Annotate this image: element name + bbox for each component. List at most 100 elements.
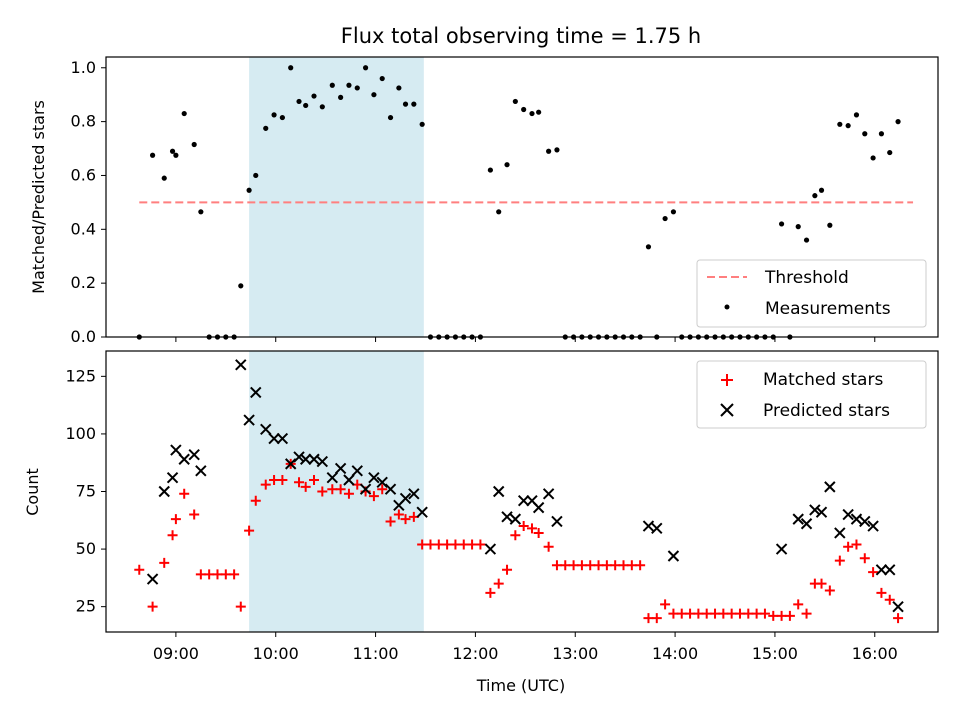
measurement-point [311, 93, 317, 99]
predicted-star-point [399, 492, 412, 505]
measurement-point [862, 131, 868, 137]
predicted-star-point [276, 432, 289, 445]
measurement-point [536, 109, 542, 115]
measurement-point [303, 102, 309, 109]
matched-star-point [851, 539, 862, 550]
chart-title: Flux total observing time = 1.75 h [341, 24, 701, 48]
predicted-star-point [170, 444, 182, 456]
predicted-star-point [195, 465, 207, 477]
matched-star-point [300, 481, 311, 492]
x-tick-label: 09:00 [153, 644, 199, 663]
measurement-point [887, 149, 893, 156]
x-tick-label: 11:00 [353, 644, 399, 663]
predicted-star-point [824, 481, 836, 493]
measurement-point [161, 175, 167, 181]
predicted-star-point [326, 471, 339, 484]
matched-star-point [834, 555, 845, 566]
measurement-point [529, 110, 535, 117]
measurement-point [411, 101, 417, 107]
predicted-star-point [892, 600, 904, 613]
predicted-star-point [308, 453, 320, 465]
matched-star-point [543, 541, 554, 552]
measurement-point [878, 131, 885, 137]
measurement-point [198, 209, 204, 215]
matched-star-point [159, 557, 170, 568]
measurement-point [845, 123, 851, 129]
matched-star-point [533, 527, 544, 538]
predicted-star-point [416, 506, 428, 518]
top-legend: Threshold Measurements [696, 259, 927, 328]
measurement-point [271, 112, 277, 118]
predicted-star-point [651, 522, 663, 535]
predicted-star-point [800, 518, 813, 530]
matched-star-point [309, 474, 319, 485]
matched-star-point [784, 610, 795, 621]
predicted-star-point [542, 488, 555, 500]
matched-star-point [335, 484, 346, 495]
measurement-point [173, 152, 179, 158]
measurement-point [812, 193, 818, 199]
matched-star-point [260, 479, 271, 490]
matched-star-point [793, 599, 804, 610]
measurement-point [253, 172, 259, 179]
matched-star-point [859, 553, 870, 564]
predicted-star-point [815, 506, 828, 518]
measurements-legend-swatch [724, 304, 730, 310]
top-legend-box [696, 259, 927, 328]
matched-star-point [393, 509, 404, 520]
predicted-star-point [316, 455, 329, 468]
top-y-tick-label: 0.4 [71, 219, 96, 238]
matched-star-point [816, 578, 827, 589]
predicted-star-point [775, 543, 788, 555]
matched-star-point [147, 601, 158, 612]
top-x-ticks [175, 337, 876, 342]
matched-star-point [493, 578, 504, 589]
top-y-tick-label: 0.8 [71, 112, 96, 131]
measurement-point [338, 94, 344, 100]
matched-star-point [893, 613, 904, 624]
measurement-point [319, 104, 325, 110]
measurement-point [371, 92, 377, 98]
top-y-tick-label: 1.0 [71, 58, 96, 77]
bottom-y-tick-label: 25 [76, 597, 96, 616]
measurement-point [546, 148, 552, 154]
matched-star-point [635, 560, 646, 571]
top-y-tick-label: 0.2 [71, 273, 96, 292]
matched-star-point [526, 523, 537, 534]
predicted-stars-legend-label: Predicted stars [763, 401, 890, 421]
predicted-star-point [492, 485, 505, 498]
measurement-point [296, 98, 302, 105]
predicted-star-point [268, 432, 280, 445]
predicted-star-point [667, 550, 680, 562]
measurement-point [487, 167, 493, 173]
predicted-star-point [551, 515, 563, 528]
x-tick-label: 16:00 [852, 644, 898, 663]
bottom-y-tick-label: 75 [76, 482, 96, 501]
top-panel: 0.0 0.2 0.4 0.6 0.8 1.0 Matched/Predicted sta… [29, 56, 939, 346]
matched-star-point [876, 587, 887, 598]
predicted-star-point [158, 485, 170, 498]
measurement-point [837, 121, 843, 127]
matched-star-point [244, 525, 255, 536]
threshold-legend-label: Threshold [764, 268, 849, 288]
measurement-point [504, 162, 510, 168]
measurement-point [169, 148, 176, 154]
predicted-star-point [368, 471, 380, 484]
x-tick-label: 14:00 [652, 644, 698, 663]
x-axis-label: Time (UTC) [476, 676, 565, 695]
top-plot-frame [105, 56, 939, 338]
measurement-point [554, 147, 560, 153]
predicted-stars-points [146, 359, 904, 613]
measurement-point [645, 244, 652, 250]
matched-star-point [485, 587, 496, 598]
measurement-point [853, 112, 860, 118]
predicted-star-point [501, 511, 513, 523]
matched-star-point [189, 509, 200, 520]
bottom-legend-box [696, 360, 927, 429]
predicted-star-point [867, 520, 879, 532]
matched-star-point [277, 474, 288, 485]
predicted-star-point [359, 483, 372, 495]
matched-star-point [250, 495, 261, 506]
top-y-axis-label: Matched/Predicted stars [29, 100, 48, 294]
